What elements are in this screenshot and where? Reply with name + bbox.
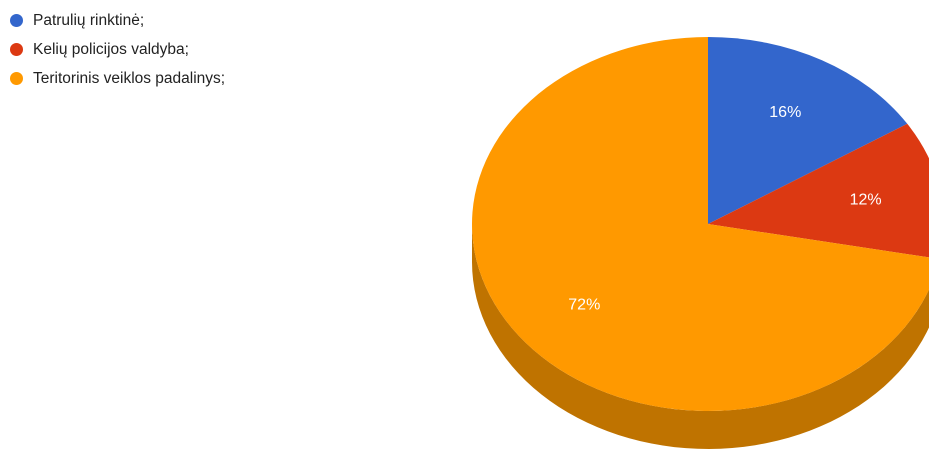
legend-label: Teritorinis veiklos padalinys; xyxy=(33,69,226,87)
pie-value-label: 16% xyxy=(769,104,801,121)
legend-item-patruliu-rinktine[interactable]: Patrulių rinktinė; xyxy=(10,6,225,35)
legend-label: Kelių policijos valdyba; xyxy=(33,40,189,58)
legend-item-keliu-policijos-valdyba[interactable]: Kelių policijos valdyba; xyxy=(10,35,225,64)
legend: Patrulių rinktinė; Kelių policijos valdy… xyxy=(10,6,225,93)
pie-slice-0[interactable] xyxy=(708,37,908,224)
pie-slice-1[interactable] xyxy=(708,123,929,259)
pie-value-label: 72% xyxy=(568,296,600,313)
legend-swatch-red xyxy=(10,43,23,56)
legend-swatch-blue xyxy=(10,14,23,27)
legend-item-teritorinis-veiklos-padalinys[interactable]: Teritorinis veiklos padalinys; xyxy=(10,64,225,93)
legend-swatch-orange xyxy=(10,72,23,85)
pie-slice-2[interactable] xyxy=(472,37,929,411)
pie-side-2 xyxy=(472,224,929,449)
pie-value-label: 12% xyxy=(850,191,882,208)
legend-label: Patrulių rinktinė; xyxy=(33,11,145,29)
